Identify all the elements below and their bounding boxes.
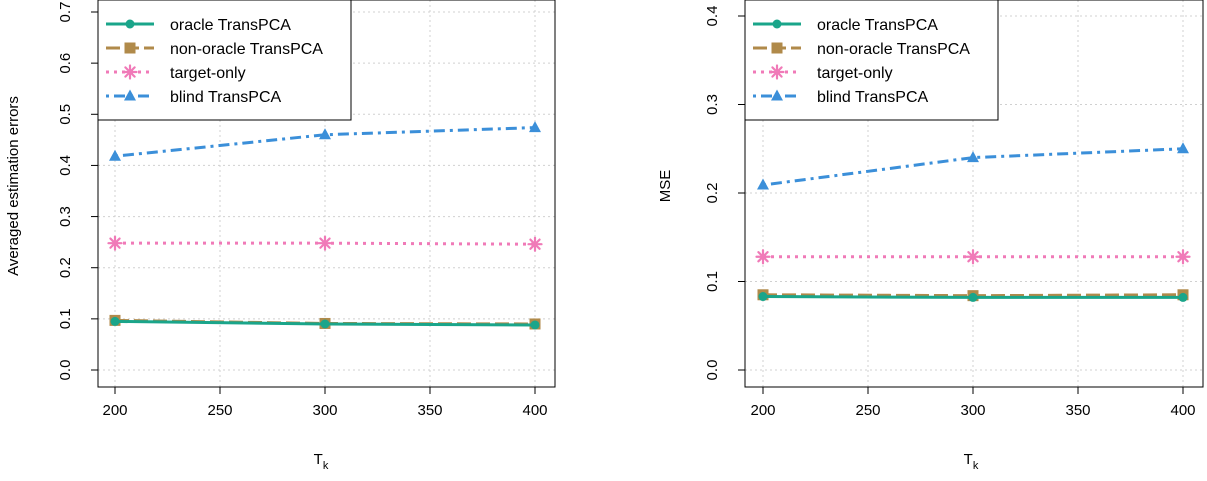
data-point bbox=[320, 319, 330, 329]
legend-label: blind TransPCA bbox=[817, 89, 928, 106]
data-point bbox=[965, 249, 981, 265]
x-tick-label: 200 bbox=[750, 402, 775, 419]
y-axis-title: MSE bbox=[657, 170, 674, 203]
data-point bbox=[110, 316, 120, 326]
legend-box bbox=[97, 0, 352, 121]
series-line bbox=[114, 126, 536, 158]
y-tick-label: 0.2 bbox=[704, 183, 721, 204]
data-point bbox=[755, 249, 771, 265]
legend-marker bbox=[122, 64, 138, 80]
series-target-only bbox=[107, 235, 543, 252]
legend-label: blind TransPCA bbox=[170, 89, 281, 106]
data-point bbox=[317, 235, 333, 251]
data-point bbox=[530, 320, 540, 330]
data-point bbox=[967, 151, 979, 163]
x-axis-title: Tk bbox=[314, 451, 329, 472]
legend-box bbox=[744, 0, 999, 121]
legend-label: oracle TransPCA bbox=[817, 17, 938, 34]
legend-label: non-oracle TransPCA bbox=[170, 41, 323, 58]
legend-marker bbox=[772, 19, 782, 29]
y-axis-title: Averaged estimation errors bbox=[5, 96, 22, 276]
x-axis-title-subscript: k bbox=[323, 460, 329, 472]
legend-label: oracle TransPCA bbox=[170, 17, 291, 34]
legend-label: target-only bbox=[817, 65, 893, 82]
x-axis-title: Tk bbox=[964, 451, 979, 472]
data-point bbox=[529, 121, 541, 133]
plot-frame bbox=[97, 0, 556, 388]
x-tick-label: 400 bbox=[1170, 402, 1195, 419]
chart-panel-2: 200 250 300 350 400 0.0 0.1 0.2 0.3 0.4 MSE Tk oracl… bbox=[657, 0, 1204, 472]
legend-marker bbox=[124, 89, 136, 101]
legend-marker bbox=[771, 42, 783, 54]
data-point bbox=[109, 149, 121, 161]
y-tick-label: 0.7 bbox=[57, 2, 74, 23]
x-tick-label: 300 bbox=[312, 402, 337, 419]
data-point bbox=[1178, 292, 1188, 302]
legend-marker bbox=[771, 89, 783, 101]
legend-marker bbox=[124, 42, 136, 54]
legend-label: non-oracle TransPCA bbox=[817, 41, 970, 58]
data-point bbox=[107, 235, 123, 251]
x-tick-label: 350 bbox=[417, 402, 442, 419]
legend-marker bbox=[125, 19, 135, 29]
series-blind-transpca bbox=[757, 142, 1189, 190]
x-tick-label: 200 bbox=[102, 402, 127, 419]
x-tick-label: 250 bbox=[207, 402, 232, 419]
y-tick-label: 0.2 bbox=[57, 257, 74, 278]
y-tick-label: 0.0 bbox=[704, 360, 721, 381]
data-point bbox=[758, 292, 768, 302]
series-blind-transpca bbox=[109, 121, 541, 161]
y-tick-label: 0.1 bbox=[57, 308, 74, 329]
data-point bbox=[1175, 249, 1191, 265]
y-tick-label: 0.3 bbox=[704, 94, 721, 115]
data-point bbox=[968, 292, 978, 302]
data-point bbox=[1177, 142, 1189, 154]
x-tick-label: 400 bbox=[522, 402, 547, 419]
legend: oracle TransPCA non-oracle TransPCA target… bbox=[744, 0, 999, 121]
x-tick-label: 350 bbox=[1065, 402, 1090, 419]
y-tick-label: 0.4 bbox=[57, 155, 74, 176]
legend: oracle TransPCA non-oracle TransPCA target… bbox=[97, 0, 352, 121]
series-line bbox=[762, 147, 1184, 187]
y-tick-label: 0.4 bbox=[704, 6, 721, 27]
legend-marker bbox=[769, 64, 785, 80]
y-tick-label: 0.1 bbox=[704, 271, 721, 292]
x-tick-label: 300 bbox=[960, 402, 985, 419]
x-tick-label: 250 bbox=[855, 402, 880, 419]
series-oracle-transpca bbox=[758, 292, 1188, 302]
series-oracle-transpca bbox=[110, 316, 540, 330]
legend-label: target-only bbox=[170, 65, 246, 82]
x-axis-title-subscript: k bbox=[973, 460, 979, 472]
data-point bbox=[527, 236, 543, 252]
data-point bbox=[319, 128, 331, 140]
chart-panel-1: 200 250 300 350 400 0.0 0.1 0.2 0.3 0.4 0.5 0.6 0.7 A… bbox=[5, 0, 556, 472]
y-tick-label: 0.6 bbox=[57, 53, 74, 74]
series-target-only bbox=[755, 249, 1191, 265]
y-tick-label: 0.0 bbox=[57, 360, 74, 381]
y-tick-label: 0.3 bbox=[57, 206, 74, 227]
y-tick-label: 0.5 bbox=[57, 104, 74, 125]
data-point bbox=[757, 178, 769, 190]
